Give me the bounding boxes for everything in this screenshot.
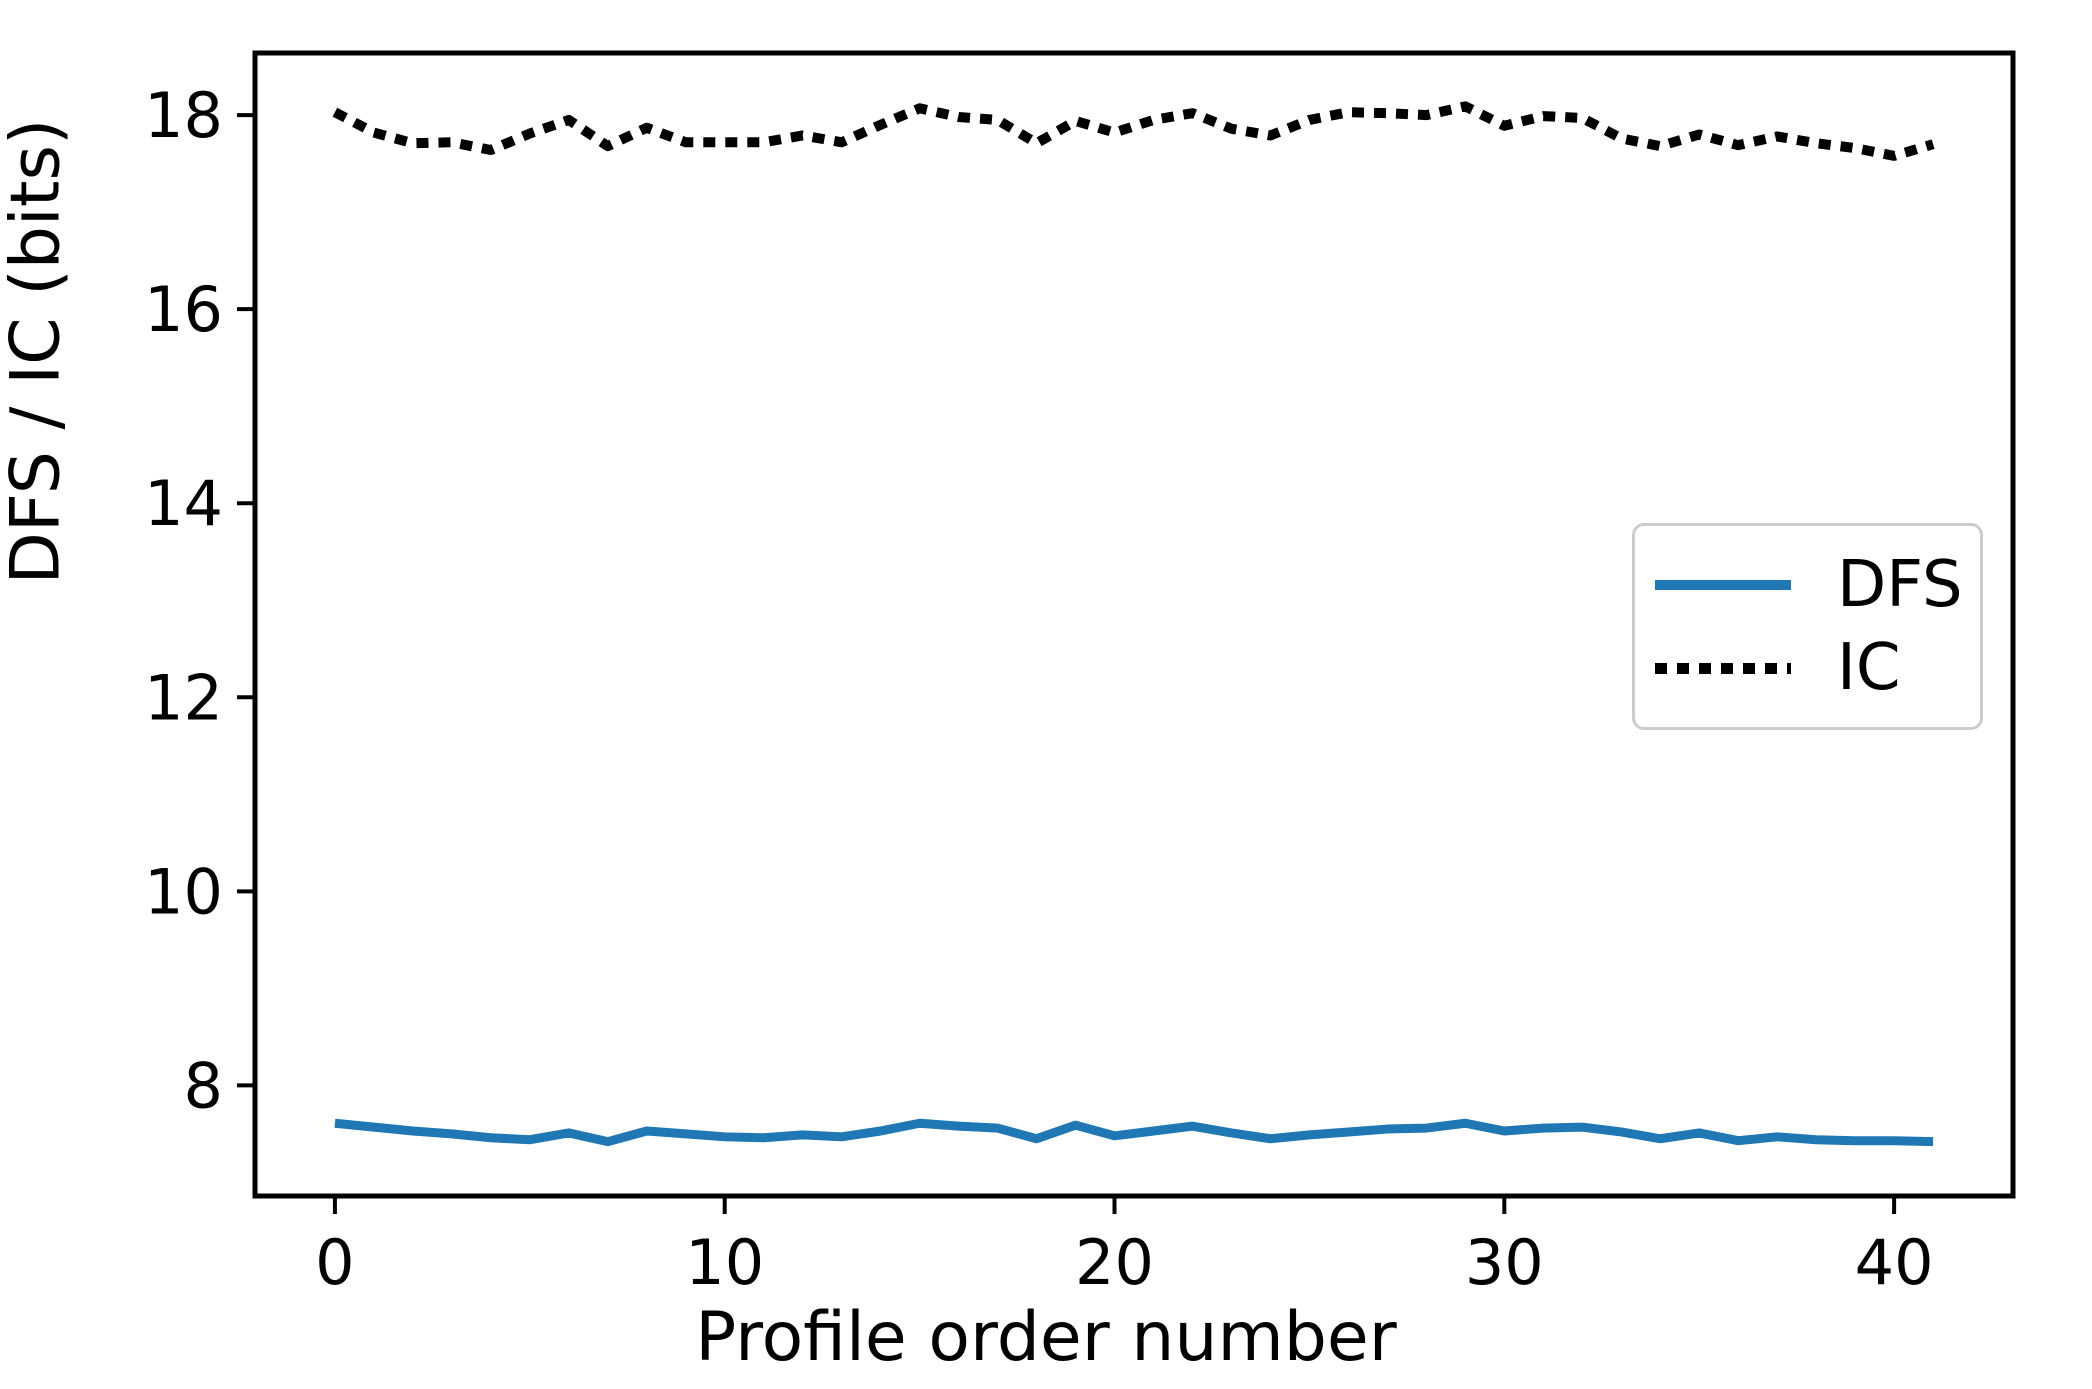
x-tick-label: 30 [1465, 1226, 1544, 1299]
y-tick-label: 14 [144, 467, 223, 540]
x-tick-label: 40 [1855, 1226, 1934, 1299]
plot-spines [252, 50, 2016, 1199]
x-tick-label: 10 [685, 1226, 764, 1299]
ic-series-line [332, 101, 1935, 161]
y-tick-label: 8 [184, 1049, 223, 1122]
y-tick-label: 18 [144, 79, 223, 152]
y-tick-label: 16 [144, 273, 223, 346]
x-axis-label: Profile order number [695, 1298, 1397, 1377]
legend-label-ic: IC [1837, 631, 1901, 705]
legend-label-dfs: DFS [1837, 548, 1963, 622]
x-tick-label: 0 [315, 1226, 354, 1299]
y-tick-label: 12 [144, 661, 223, 734]
y-axis-label: DFS / IC (bits) [0, 118, 76, 585]
legend: DFS IC [1632, 523, 1983, 730]
dfs-line-sample-icon [1655, 580, 1791, 590]
y-tick-label: 10 [144, 855, 223, 928]
x-tick-label: 20 [1075, 1226, 1154, 1299]
dfs-series-line [334, 1118, 1934, 1147]
ic-line-sample-icon [1655, 662, 1791, 674]
legend-item-dfs: DFS [1655, 553, 1980, 617]
legend-item-ic: IC [1655, 636, 1980, 700]
